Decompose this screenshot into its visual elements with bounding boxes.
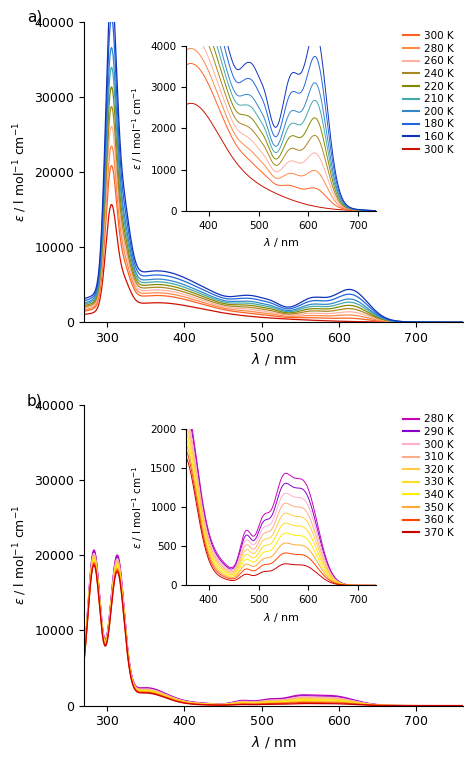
Text: b): b) bbox=[27, 393, 43, 408]
X-axis label: $\lambda$ / nm: $\lambda$ / nm bbox=[251, 734, 296, 750]
Legend: 300 K, 280 K, 260 K, 240 K, 220 K, 210 K, 200 K, 180 K, 160 K, 300 K: 300 K, 280 K, 260 K, 240 K, 220 K, 210 K… bbox=[399, 27, 458, 159]
X-axis label: $\lambda$ / nm: $\lambda$ / nm bbox=[251, 351, 296, 367]
Text: a): a) bbox=[27, 10, 42, 25]
Legend: 280 K, 290 K, 300 K, 310 K, 320 K, 330 K, 340 K, 350 K, 360 K, 370 K: 280 K, 290 K, 300 K, 310 K, 320 K, 330 K… bbox=[399, 410, 458, 542]
Y-axis label: $\varepsilon$ / l mol$^{-1}$ cm$^{-1}$: $\varepsilon$ / l mol$^{-1}$ cm$^{-1}$ bbox=[11, 122, 29, 222]
Y-axis label: $\varepsilon$ / l mol$^{-1}$ cm$^{-1}$: $\varepsilon$ / l mol$^{-1}$ cm$^{-1}$ bbox=[11, 505, 29, 606]
